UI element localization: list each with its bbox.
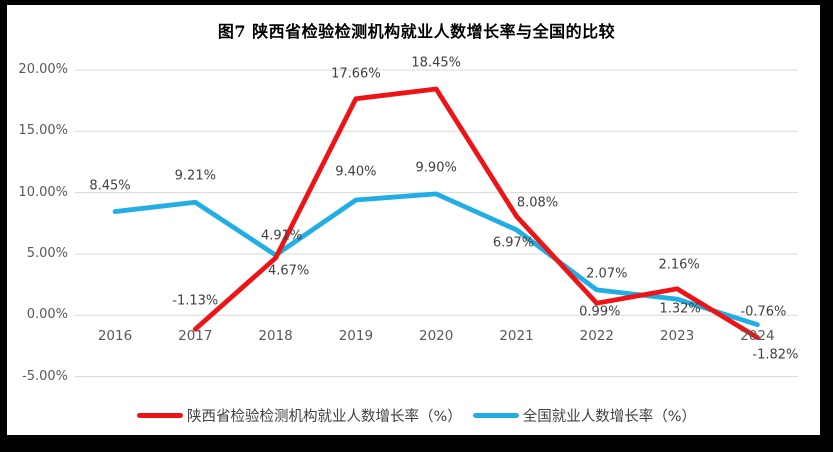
shaanxi-series-line (192, 86, 760, 341)
legend-label-shaanxi: 陕西省检验检测机构就业人数增长率（%） (186, 409, 462, 425)
y-axis-tick-label: 10.00% (18, 184, 68, 200)
data-label: 0.99% (579, 304, 621, 320)
y-axis-tick-label: 15.00% (18, 123, 68, 139)
x-axis-tick-label: 2024 (740, 328, 775, 344)
y-axis-tick-label: 0.00% (26, 307, 68, 323)
data-label: 2.16% (658, 257, 700, 273)
chart-title: 图7 陕西省检验检测机构就业人数增长率与全国的比较 (217, 22, 616, 41)
data-label: 4.67% (267, 263, 310, 279)
x-axis-tick-label: 2017 (178, 328, 213, 344)
x-axis-tick-label: 2023 (659, 328, 695, 344)
scan-frame-right (820, 0, 833, 452)
data-label: 2.07% (586, 266, 628, 282)
data-label: 4.91% (260, 228, 303, 244)
x-axis-tick-label: 2022 (579, 328, 614, 344)
data-label: 1.32% (659, 301, 701, 317)
legend-swatch-shaanxi-line (136, 413, 183, 418)
legend-label-national: 全国就业人数增长率（%） (522, 409, 697, 425)
legend-swatch-national-line (472, 413, 519, 418)
x-axis-tick-label: 2021 (499, 328, 534, 344)
data-label: 9.40% (335, 164, 377, 180)
y-axis-tick-label: -5.00% (22, 368, 68, 384)
data-label: 18.45% (411, 55, 461, 71)
data-label: 9.90% (415, 160, 457, 176)
data-label: 8.45% (89, 178, 131, 194)
data-label: 17.66% (331, 66, 381, 82)
data-label: -0.76% (740, 304, 787, 320)
scan-frame-bottom (0, 435, 833, 452)
x-axis-tick-label: 2016 (97, 328, 133, 344)
x-axis-tick-label: 2018 (258, 328, 293, 344)
data-label: -1.13% (172, 293, 219, 309)
data-label: 6.97% (492, 235, 535, 251)
x-axis-tick-label: 2019 (338, 328, 374, 344)
legend: 陕西省检验检测机构就业人数增长率（%） 全国就业人数增长率（%） (0, 405, 833, 426)
data-label: 8.08% (516, 195, 559, 211)
y-axis-tick-label: 20.00% (18, 61, 68, 77)
data-label: 9.21% (174, 168, 216, 184)
scan-frame-left (0, 0, 7, 452)
y-axis-tick-label: 5.00% (26, 245, 68, 261)
data-label: -1.82% (752, 347, 799, 363)
scan-frame-top (0, 0, 833, 5)
x-axis-tick-label: 2020 (419, 328, 454, 344)
